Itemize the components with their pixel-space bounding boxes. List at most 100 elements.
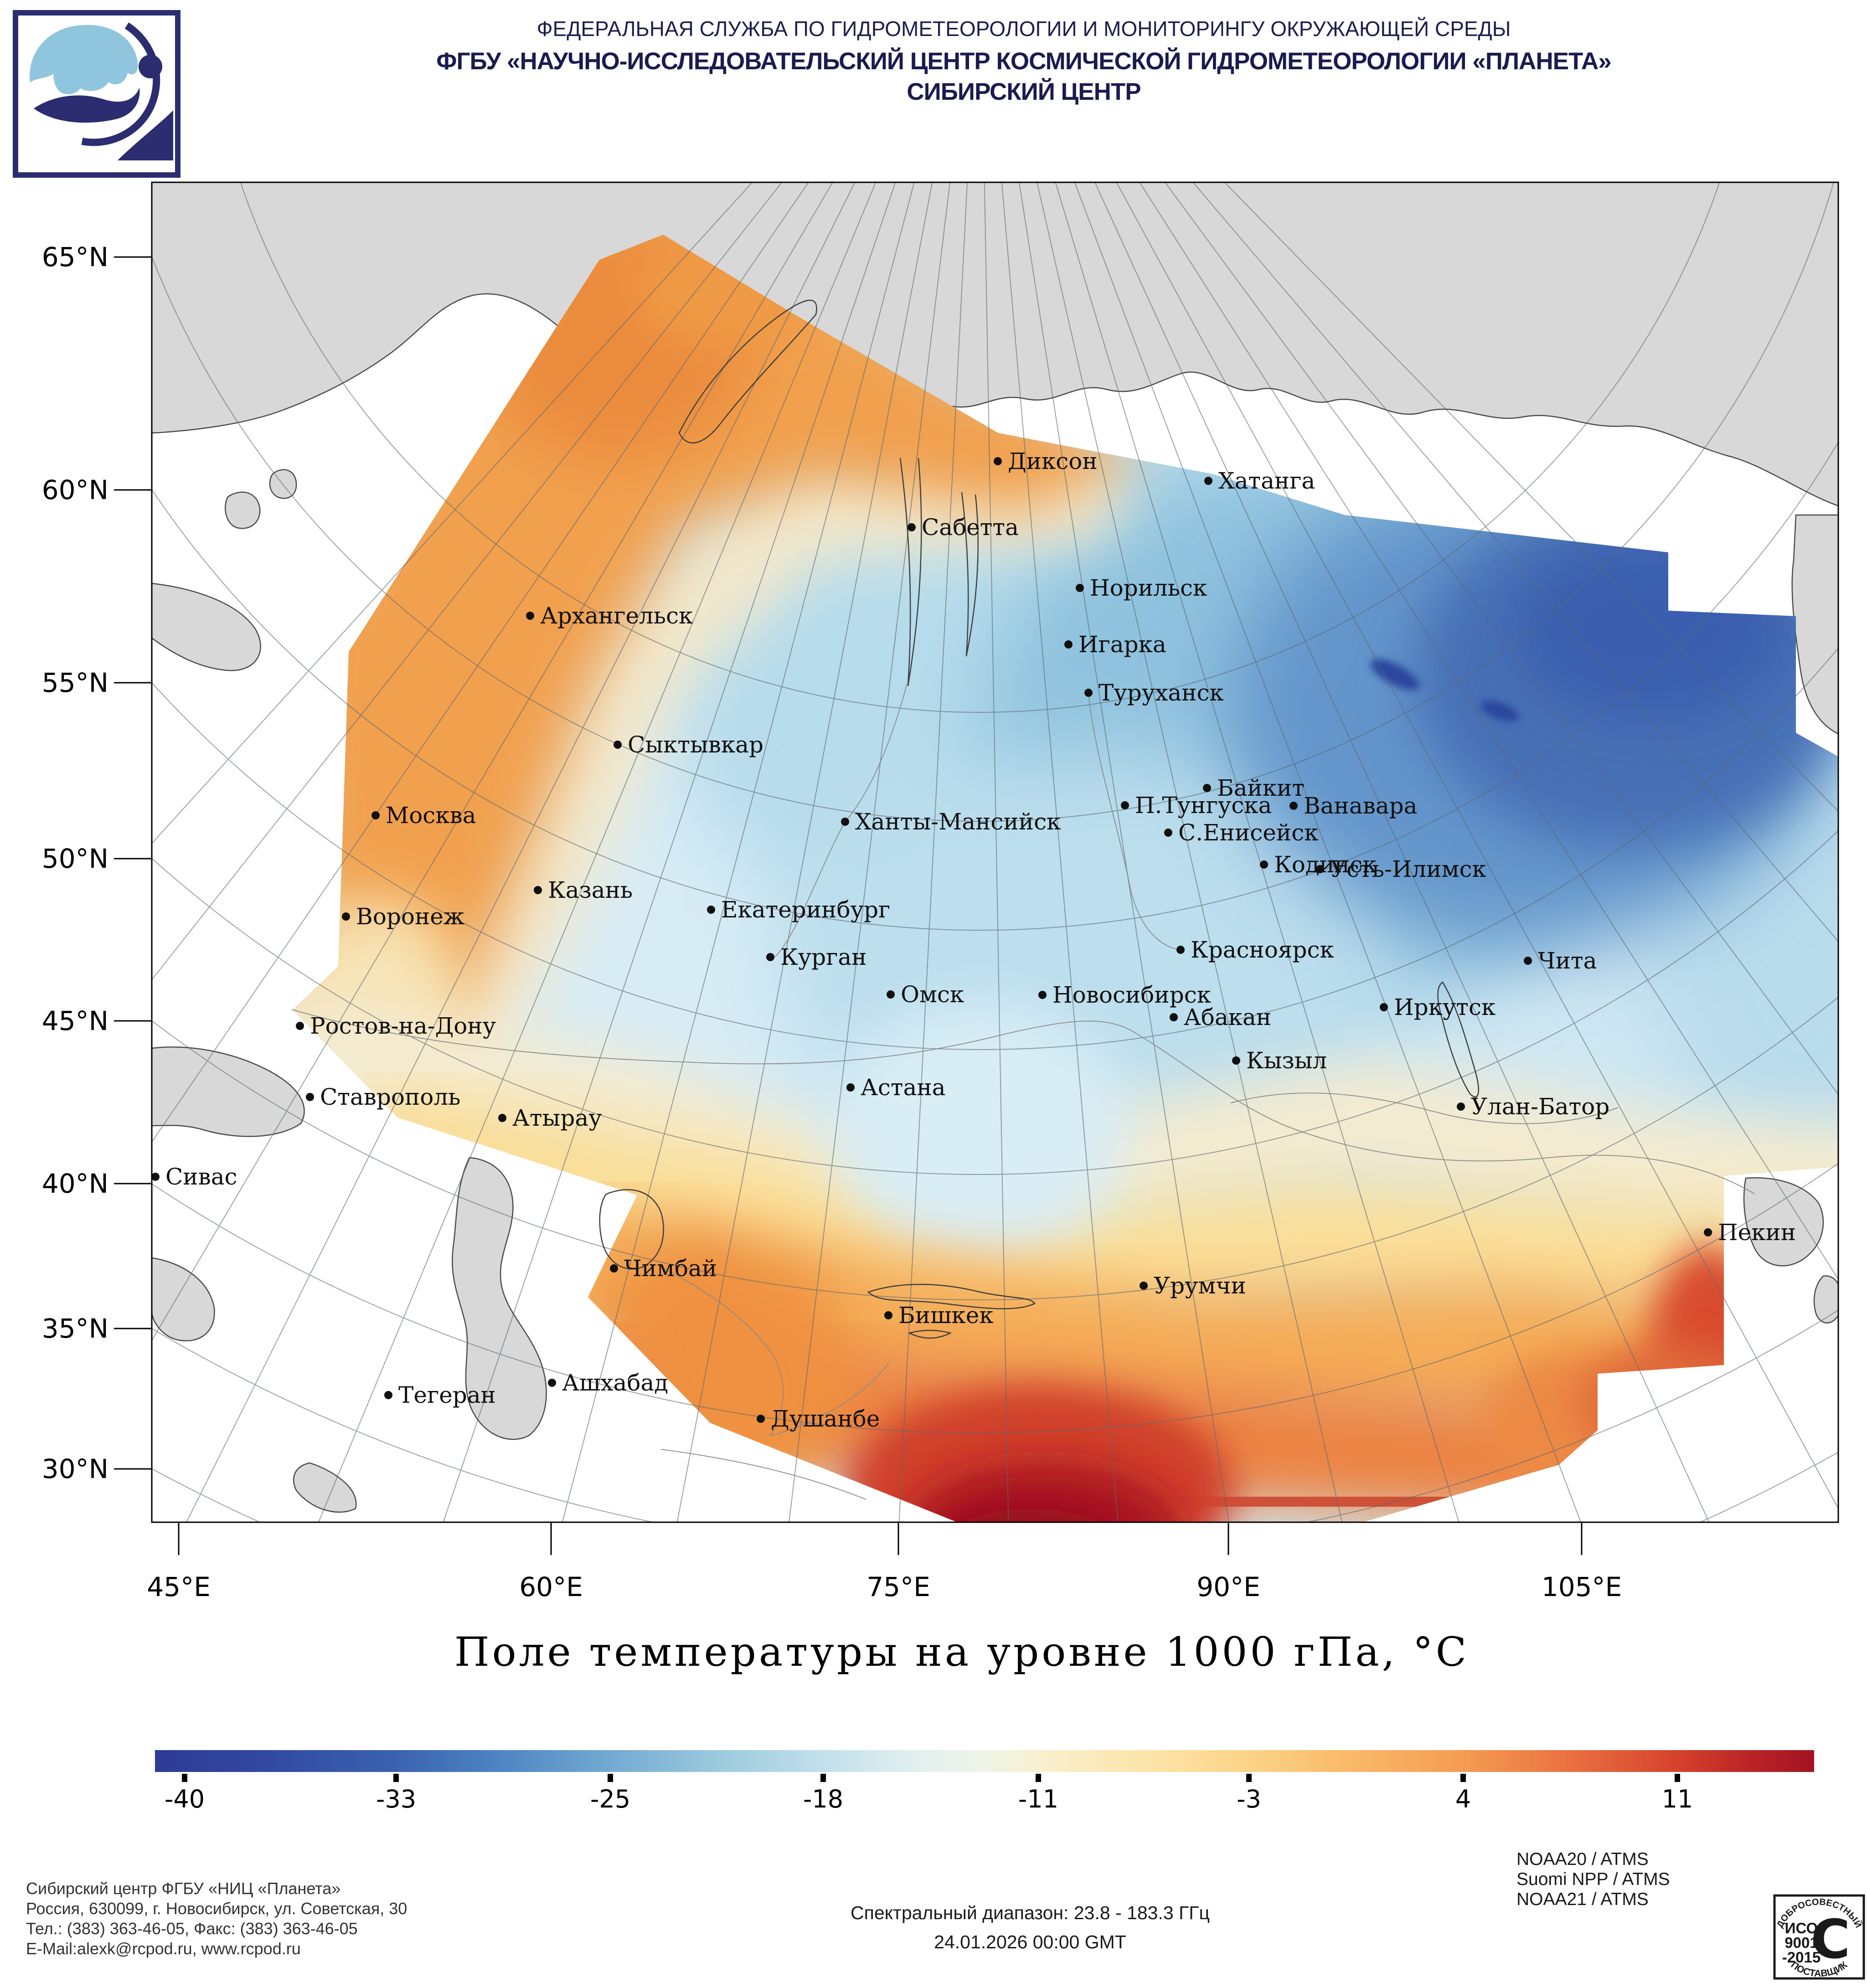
city-marker — [994, 457, 1002, 465]
city-label: Атырау — [512, 1105, 602, 1131]
city-marker — [757, 1415, 765, 1423]
lon-label: 45°E — [147, 1571, 210, 1602]
city-marker — [1076, 584, 1084, 592]
city-marker — [548, 1379, 556, 1387]
colorbar-ticks — [182, 1774, 1680, 1782]
lon-label: 60°E — [519, 1571, 583, 1602]
colorbar-tick-label: -40 — [165, 1785, 205, 1813]
satellite-line: Suomi NPP / ATMS — [1516, 1870, 1670, 1890]
city-label: Ставрополь — [320, 1084, 460, 1110]
iso-badge-2015: -2015 — [1782, 1949, 1821, 1966]
city-label: Диксон — [1008, 448, 1098, 474]
colorbar-tick — [1246, 1774, 1252, 1782]
city-label: Хатанга — [1218, 468, 1315, 494]
city-label: Астана — [861, 1074, 945, 1101]
city-marker — [841, 818, 849, 826]
city-marker — [1380, 1003, 1388, 1011]
colorbar-tick-label: 4 — [1455, 1785, 1471, 1813]
city-marker — [1176, 946, 1185, 954]
colorbar-tick-label: -33 — [376, 1785, 416, 1813]
colorbar-tick-label: -11 — [1018, 1785, 1058, 1813]
city-label: Чита — [1538, 948, 1597, 974]
city-label: Тегеран — [398, 1382, 496, 1408]
colorbar-tick — [1460, 1774, 1466, 1782]
city-marker — [526, 612, 534, 620]
lat-label: 55°N — [42, 667, 108, 698]
city-marker — [1140, 1282, 1148, 1290]
lat-label: 60°N — [42, 474, 108, 505]
colorbar-tick — [608, 1774, 613, 1782]
footer-product-block: Спектральный диапазон: 23.8 - 183.3 ГГц … — [661, 1898, 1399, 1957]
lat-label: 65°N — [42, 242, 108, 273]
temperature-map: ДиксонХатангаСабеттаНорильскИгаркаТуруха… — [0, 0, 1867, 1828]
city-label: Абакан — [1184, 1004, 1271, 1030]
city-marker — [384, 1391, 392, 1399]
city-label: Ростов-на-Дону — [310, 1013, 496, 1039]
lat-label: 40°N — [42, 1168, 108, 1199]
city-marker — [151, 1173, 160, 1181]
city-marker — [1524, 957, 1532, 965]
city-label: Казань — [548, 877, 633, 903]
city-label: Ханты-Мансийск — [855, 809, 1061, 835]
city-label: Бишкек — [898, 1302, 994, 1329]
city-marker — [1704, 1228, 1712, 1236]
city-label: Екатеринбург — [721, 896, 890, 923]
lon-label: 90°E — [1197, 1571, 1260, 1602]
lat-label: 35°N — [42, 1313, 108, 1344]
city-marker — [1203, 784, 1211, 792]
city-marker — [1170, 1013, 1178, 1021]
city-marker — [1457, 1102, 1465, 1111]
city-marker — [1316, 865, 1324, 873]
city-label: Душанбе — [771, 1406, 880, 1432]
city-label: Москва — [386, 802, 476, 829]
map-title: Поле температуры на уровне 1000 гПа, °C — [454, 1628, 1469, 1675]
city-marker — [498, 1114, 506, 1122]
satellite-line: NOAA20 / ATMS — [1516, 1849, 1670, 1870]
city-label: Курган — [780, 944, 866, 970]
city-marker — [766, 953, 774, 961]
city-marker — [1232, 1056, 1240, 1065]
city-label: Воронеж — [356, 903, 464, 930]
city-label: Улан-Батор — [1471, 1093, 1609, 1120]
spectral-range: Спектральный диапазон: 23.8 - 183.3 ГГц — [661, 1898, 1399, 1927]
city-label: Игарка — [1078, 631, 1166, 658]
city-marker — [306, 1093, 314, 1101]
city-marker — [1204, 477, 1212, 485]
city-marker — [1064, 640, 1073, 649]
colorbar-tick — [820, 1774, 826, 1782]
city-label: Кызыл — [1246, 1047, 1327, 1074]
latitude-axis: 65°N60°N55°N50°N45°N40°N35°N30°N — [42, 242, 152, 1484]
colorbar-gradient-bar — [155, 1750, 1814, 1772]
colorbar-labels: -40 -33 -25 -18 -11 -3 4 11 — [165, 1785, 1693, 1813]
city-label: Сыктывкар — [628, 731, 763, 758]
city-label: С.Енисейск — [1178, 819, 1318, 846]
colorbar-tick-label: -3 — [1237, 1785, 1261, 1813]
city-marker — [1038, 991, 1047, 999]
footer-address: Россия, 630099, г. Новосибирск, ул. Сове… — [26, 1899, 407, 1919]
colorbar-tick-label: -25 — [590, 1785, 630, 1813]
city-label: Омск — [901, 981, 964, 1008]
lat-label: 45°N — [42, 1005, 108, 1036]
lon-label: 75°E — [866, 1571, 930, 1602]
lon-label: 105°E — [1542, 1571, 1622, 1602]
footer-org: Сибирский центр ФГБУ «НИЦ «Планета» — [26, 1879, 407, 1899]
city-marker — [1260, 860, 1268, 869]
city-label: Сабетта — [922, 514, 1019, 541]
colorbar-tick-label: 11 — [1662, 1785, 1693, 1813]
city-label: Иркутск — [1394, 994, 1496, 1020]
city-label: Норильск — [1090, 575, 1207, 601]
city-marker — [1289, 802, 1298, 810]
city-label: Ванавара — [1304, 793, 1417, 819]
city-label: Пекин — [1718, 1219, 1796, 1246]
city-marker — [1084, 689, 1093, 697]
lake-ladoga — [225, 492, 260, 529]
colorbar-tick — [1675, 1774, 1680, 1782]
city-marker — [534, 886, 542, 894]
colorbar-tick-label: -18 — [803, 1785, 843, 1813]
footer-satellites-block: NOAA20 / ATMS Suomi NPP / ATMS NOAA21 / … — [1516, 1849, 1670, 1910]
city-marker — [610, 1264, 618, 1272]
city-marker — [371, 811, 380, 819]
city-marker — [614, 741, 622, 749]
city-marker — [707, 906, 715, 914]
lat-label: 50°N — [42, 843, 108, 874]
